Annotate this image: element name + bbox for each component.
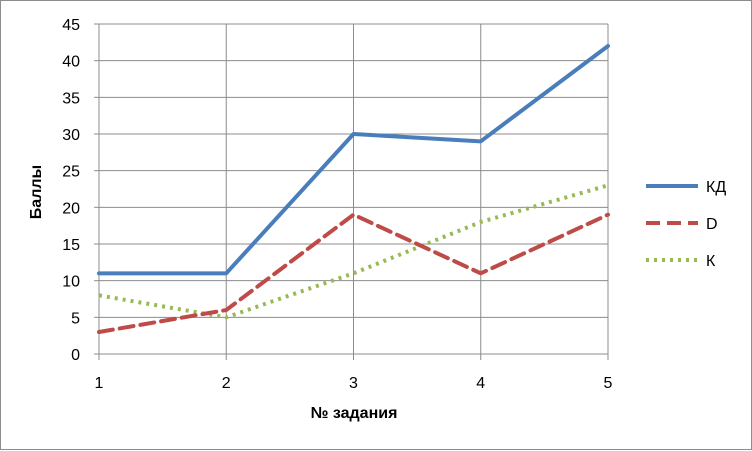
series-line-КД: [97, 44, 610, 276]
x-axis-title: № задания: [311, 405, 398, 422]
y-tick-label: 25: [62, 164, 80, 181]
x-tick-labels: 1 2 3 4 5: [95, 375, 613, 392]
y-tick-label: 15: [62, 237, 80, 254]
axes: [94, 23, 609, 360]
legend-label-КД: КД: [706, 179, 726, 196]
legend-label-D: D: [706, 216, 718, 233]
y-tick-labels: 0 5 10 15 20 25 30 35 40 45: [62, 17, 80, 364]
y-axis-title: Баллы: [28, 165, 45, 219]
series-lines: [97, 44, 610, 334]
y-tick-label: 20: [62, 200, 80, 217]
grid-lines: [99, 23, 609, 354]
y-tick-label: 30: [62, 127, 80, 144]
legend: КД D К: [646, 179, 726, 270]
x-tick-label: 5: [604, 375, 613, 392]
y-tick-label: 45: [62, 17, 80, 34]
y-tick-label: 40: [62, 54, 80, 71]
y-tick-label: 0: [71, 347, 80, 364]
x-tick-label: 2: [222, 375, 231, 392]
legend-label-К: К: [706, 253, 716, 270]
y-tick-label: 5: [71, 310, 80, 327]
x-tick-label: 1: [95, 375, 104, 392]
x-tick-label: 4: [476, 375, 485, 392]
series-line-D: [97, 212, 610, 334]
y-tick-label: 10: [62, 274, 80, 291]
y-tick-label: 35: [62, 90, 80, 107]
x-tick-label: 3: [349, 375, 358, 392]
